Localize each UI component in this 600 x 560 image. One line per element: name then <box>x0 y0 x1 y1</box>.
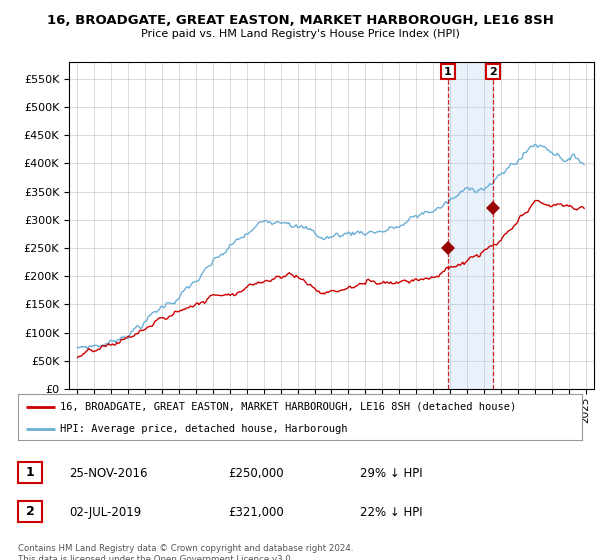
Text: 22% ↓ HPI: 22% ↓ HPI <box>360 506 422 519</box>
Text: Contains HM Land Registry data © Crown copyright and database right 2024.
This d: Contains HM Land Registry data © Crown c… <box>18 544 353 560</box>
Text: 16, BROADGATE, GREAT EASTON, MARKET HARBOROUGH, LE16 8SH (detached house): 16, BROADGATE, GREAT EASTON, MARKET HARB… <box>60 402 517 412</box>
Text: Price paid vs. HM Land Registry's House Price Index (HPI): Price paid vs. HM Land Registry's House … <box>140 29 460 39</box>
Text: £321,000: £321,000 <box>228 506 284 519</box>
Text: 1: 1 <box>444 67 452 77</box>
Text: £250,000: £250,000 <box>228 466 284 480</box>
Bar <box>448 62 493 389</box>
Text: 16, BROADGATE, GREAT EASTON, MARKET HARBOROUGH, LE16 8SH: 16, BROADGATE, GREAT EASTON, MARKET HARB… <box>47 14 553 27</box>
Text: 1: 1 <box>26 466 34 479</box>
Text: 2: 2 <box>26 505 34 519</box>
Text: HPI: Average price, detached house, Harborough: HPI: Average price, detached house, Harb… <box>60 424 348 435</box>
Text: 02-JUL-2019: 02-JUL-2019 <box>69 506 141 519</box>
Text: 2: 2 <box>489 67 497 77</box>
Text: 29% ↓ HPI: 29% ↓ HPI <box>360 466 422 480</box>
Text: 25-NOV-2016: 25-NOV-2016 <box>69 466 148 480</box>
